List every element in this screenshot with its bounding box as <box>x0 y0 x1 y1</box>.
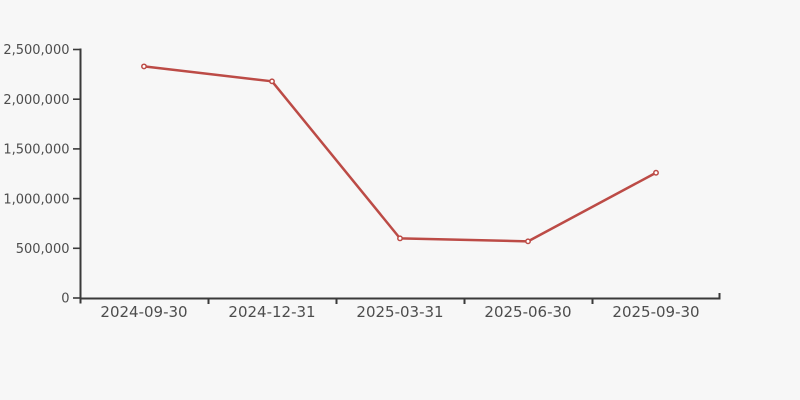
x-tick-label: 2025-03-31 <box>356 303 443 321</box>
data-point[interactable] <box>269 78 275 85</box>
series-line <box>142 65 658 243</box>
y-tick-label: 1,500,000 <box>3 143 69 158</box>
y-tick-label: 0 <box>61 292 69 307</box>
y-tick-label: 1,000,000 <box>3 192 69 207</box>
x-tick-label: 2024-09-30 <box>100 303 187 321</box>
y-tick-label: 500,000 <box>16 242 70 257</box>
x-tick-label: 2025-06-30 <box>484 303 571 321</box>
data-point[interactable] <box>653 169 659 176</box>
x-tick-label: 2025-09-30 <box>612 303 699 321</box>
x-tick-label: 2024-12-31 <box>228 303 315 321</box>
y-tick-label: 2,500,000 <box>3 43 69 58</box>
data-point[interactable] <box>397 235 403 242</box>
data-point[interactable] <box>525 238 531 245</box>
data-point[interactable] <box>141 63 147 70</box>
y-tick-label: 2,000,000 <box>3 93 69 108</box>
x-axis-line <box>79 293 721 300</box>
